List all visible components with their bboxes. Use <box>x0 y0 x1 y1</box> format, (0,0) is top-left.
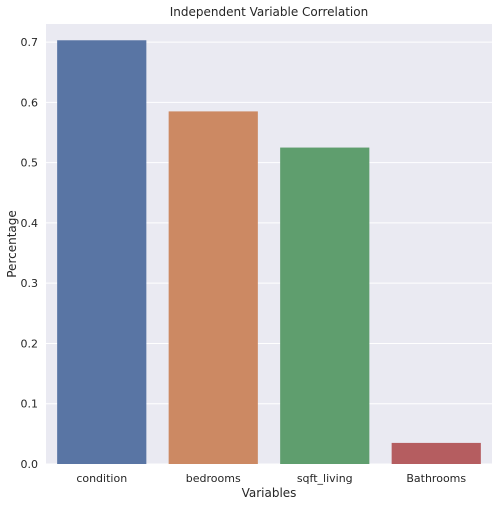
y-axis-title: Percentage <box>5 210 19 278</box>
y-tick-label: 0.0 <box>21 458 39 471</box>
y-tick-label: 0.1 <box>21 398 39 411</box>
y-axis-ticks: 0.0 0.1 0.2 0.3 0.4 0.5 0.6 0.7 <box>21 36 39 471</box>
x-tick-label: condition <box>76 472 127 485</box>
y-tick-label: 0.5 <box>21 157 39 170</box>
y-tick-label: 0.4 <box>21 217 39 230</box>
chart-title: Independent Variable Correlation <box>170 5 368 19</box>
bar-sqft-living <box>280 147 370 464</box>
x-tick-label: Bathrooms <box>406 472 466 485</box>
bar-condition <box>57 40 147 464</box>
bar-bedrooms <box>168 111 258 464</box>
bar-bathrooms <box>391 442 481 464</box>
x-axis-title: Variables <box>242 486 297 500</box>
y-tick-label: 0.2 <box>21 337 39 350</box>
y-tick-label: 0.7 <box>21 36 39 49</box>
y-tick-label: 0.6 <box>21 96 39 109</box>
x-axis-ticks: condition bedrooms sqft_living Bathrooms <box>76 472 466 485</box>
bars <box>57 40 481 464</box>
x-tick-label: bedrooms <box>186 472 241 485</box>
y-tick-label: 0.3 <box>21 277 39 290</box>
x-tick-label: sqft_living <box>297 472 353 485</box>
